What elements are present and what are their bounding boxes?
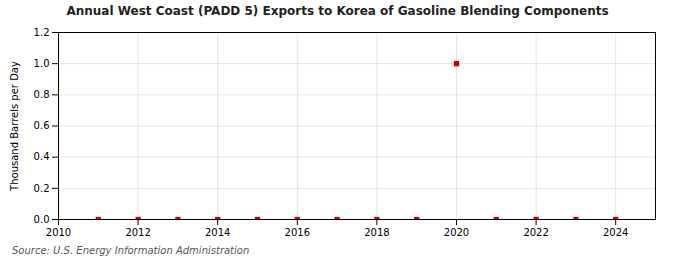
svg-text:2014: 2014 xyxy=(205,227,230,238)
svg-text:2018: 2018 xyxy=(364,227,389,238)
svg-text:2012: 2012 xyxy=(125,227,150,238)
svg-text:0.6: 0.6 xyxy=(34,120,50,131)
html-text:Source: U.S. Energy Informatio: Source: U.S. Energy Information Administ… xyxy=(12,245,250,256)
svg-text:1.2: 1.2 xyxy=(34,27,50,38)
svg-text:0.0: 0.0 xyxy=(34,214,50,225)
svg-text:2022: 2022 xyxy=(523,227,548,238)
svg-text:0.4: 0.4 xyxy=(34,151,50,162)
svg-text:0.2: 0.2 xyxy=(34,183,50,194)
svg-text:Thousand Barrels per Day: Thousand Barrels per Day xyxy=(9,61,20,192)
svg-text:2024: 2024 xyxy=(603,227,628,238)
svg-text:0.8: 0.8 xyxy=(34,89,50,100)
html-text:Annual West Coast (PADD 5) Exp: Annual West Coast (PADD 5) Exports to Ko… xyxy=(66,4,609,18)
svg-text:2020: 2020 xyxy=(444,227,469,238)
svg-text:2016: 2016 xyxy=(285,227,310,238)
svg-text:2010: 2010 xyxy=(46,227,71,238)
svg-text:1.0: 1.0 xyxy=(34,58,50,69)
